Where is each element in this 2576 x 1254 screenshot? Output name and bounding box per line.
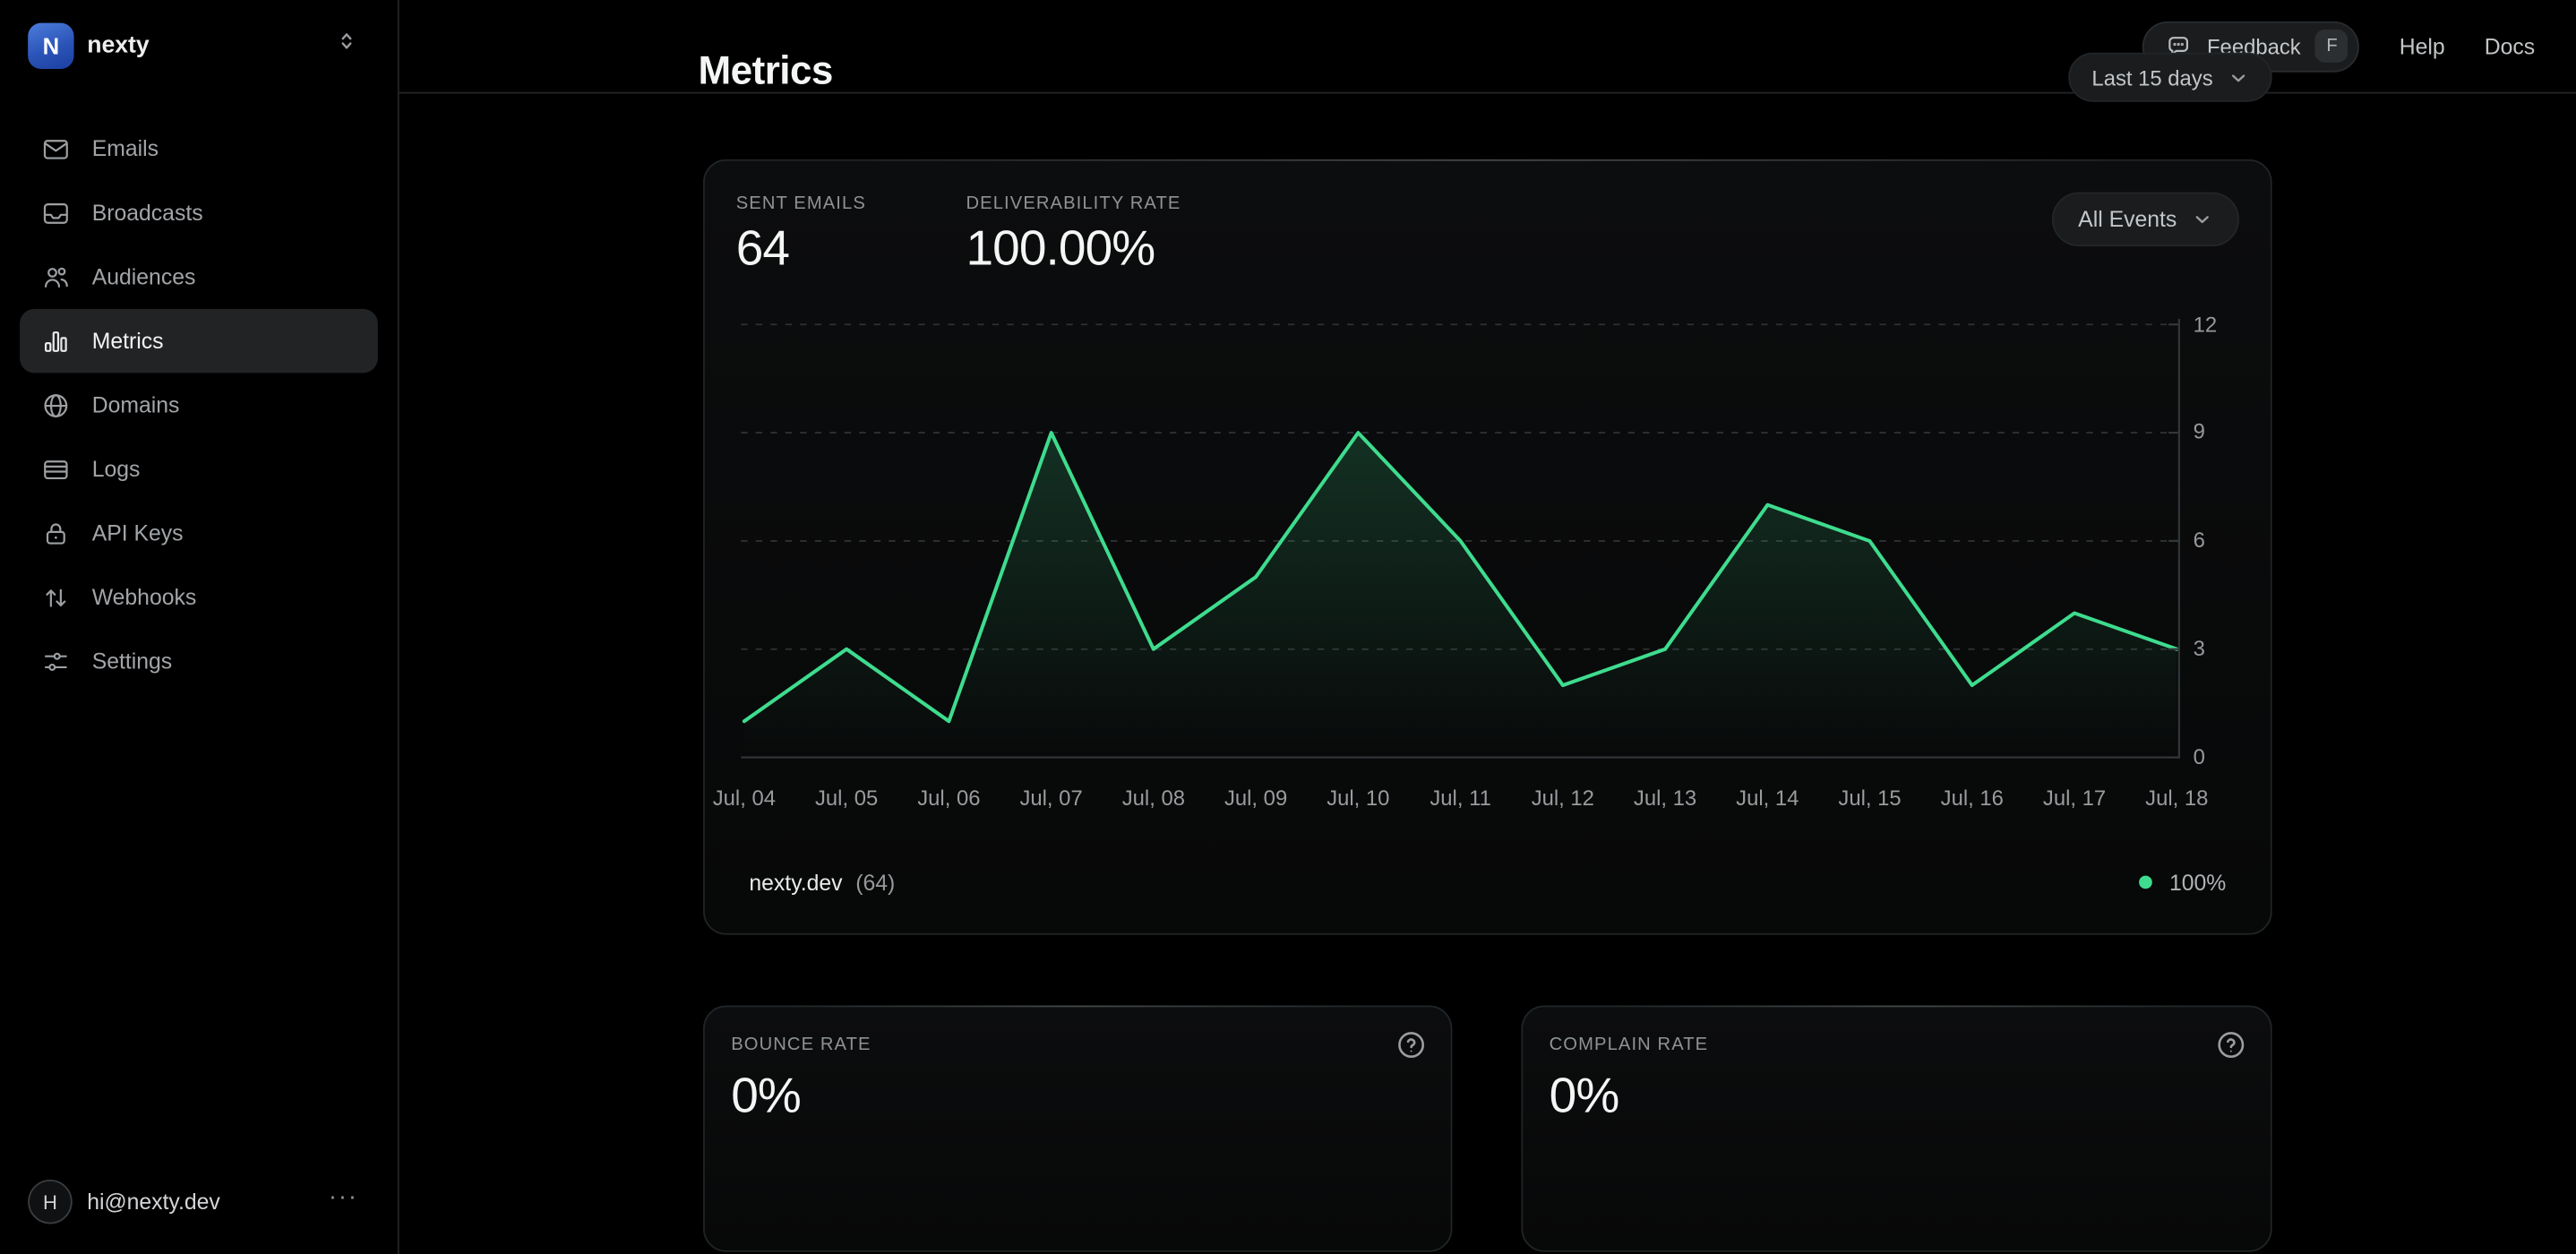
- ellipsis-icon[interactable]: ···: [328, 1182, 358, 1211]
- y-tick-label: 6: [2193, 528, 2205, 553]
- users-icon: [41, 262, 71, 292]
- page-title: Metrics: [698, 49, 834, 94]
- bounce-rate-card: BOUNCE RATE 0%: [703, 1005, 1453, 1252]
- legend-domain: nexty.dev: [749, 870, 843, 895]
- complain-rate-value: 0%: [1549, 1069, 1620, 1124]
- x-tick-label: Jul, 06: [917, 785, 981, 811]
- lock-icon: [41, 519, 71, 548]
- docs-link[interactable]: Docs: [2484, 33, 2536, 59]
- feedback-shortcut-badge: F: [2315, 30, 2348, 63]
- x-tick-label: Jul, 11: [1430, 785, 1491, 811]
- sidebar-item-label: Domains: [91, 392, 180, 417]
- sidebar-nav: Emails Broadcasts Audiences Metrics Domains L…: [20, 116, 378, 693]
- x-tick-label: Jul, 16: [1940, 785, 2004, 811]
- x-tick-label: Jul, 17: [2042, 785, 2107, 811]
- x-tick-label: Jul, 08: [1121, 785, 1185, 811]
- x-tick-label: Jul, 07: [1019, 785, 1083, 811]
- events-filter-value: All Events: [2078, 207, 2177, 232]
- sidebar-item-label: API Keys: [91, 520, 184, 545]
- sidebar-item-domains[interactable]: Domains: [20, 373, 378, 437]
- envelope-icon: [41, 133, 71, 163]
- events-filter-select[interactable]: All Events: [2051, 192, 2239, 247]
- chat-bubble-icon: [2166, 33, 2192, 59]
- user-email: hi@nexty.dev: [87, 1189, 220, 1215]
- x-tick-label: Jul, 05: [814, 785, 879, 811]
- sidebar-item-webhooks[interactable]: Webhooks: [20, 565, 378, 630]
- globe-icon: [41, 391, 71, 420]
- sidebar-item-settings[interactable]: Settings: [20, 629, 378, 693]
- chart-legend: nexty.dev (64) 100%: [749, 864, 2226, 900]
- emails-area-chart[interactable]: [741, 315, 2180, 762]
- complain-rate-label: COMPLAIN RATE: [1549, 1035, 1709, 1055]
- user-menu[interactable]: H hi@nexty.dev ···: [0, 1170, 398, 1235]
- chevron-down-icon: [2228, 66, 2249, 88]
- x-tick-label: Jul, 09: [1224, 785, 1288, 811]
- y-tick-label: 12: [2193, 311, 2218, 337]
- deliverability-label: DELIVERABILITY RATE: [966, 193, 1181, 214]
- sidebar-item-emails[interactable]: Emails: [20, 116, 378, 181]
- date-range-select[interactable]: Last 15 days: [2068, 52, 2272, 102]
- metrics-chart-card: SENT EMAILS 64 DELIVERABILITY RATE 100.0…: [703, 159, 2272, 935]
- x-tick-label: Jul, 14: [1736, 785, 1799, 811]
- sidebar-item-metrics[interactable]: Metrics: [20, 308, 378, 374]
- unfold-chevrons-icon[interactable]: [335, 30, 358, 61]
- sidebar-item-label: Settings: [91, 648, 173, 674]
- sidebar-item-label: Emails: [91, 136, 159, 161]
- chevron-down-icon: [2192, 209, 2213, 230]
- date-range-value: Last 15 days: [2091, 64, 2213, 90]
- help-circle-icon[interactable]: [2214, 1028, 2247, 1061]
- bounce-rate-value: 0%: [731, 1069, 802, 1124]
- sidebar-item-label: Audiences: [91, 264, 196, 289]
- sidebar-item-label: Broadcasts: [91, 200, 203, 226]
- sidebar-item-label: Webhooks: [91, 584, 197, 610]
- y-tick-label: 3: [2193, 636, 2205, 661]
- legend-color-dot: [2139, 875, 2153, 889]
- arrows-up-down-icon: [41, 582, 71, 612]
- y-tick-label: 9: [2193, 419, 2205, 444]
- x-tick-label: Jul, 10: [1327, 785, 1390, 811]
- y-tick-label: 0: [2193, 743, 2205, 769]
- workspace-logo: N: [28, 22, 74, 70]
- workspace-switcher[interactable]: N nexty: [0, 0, 398, 94]
- inbox-icon: [41, 198, 71, 228]
- x-tick-label: Jul, 15: [1838, 785, 1902, 811]
- bar-chart-icon: [41, 326, 71, 356]
- main-area: Feedback F Help Docs Metrics Last 15 day…: [399, 0, 2576, 1254]
- sliders-icon: [41, 647, 71, 676]
- sidebar-item-broadcasts[interactable]: Broadcasts: [20, 181, 378, 245]
- sidebar-item-label: Logs: [91, 456, 141, 482]
- avatar: H: [28, 1179, 73, 1224]
- bounce-rate-label: BOUNCE RATE: [731, 1035, 872, 1055]
- x-tick-label: Jul, 12: [1531, 785, 1594, 811]
- sidebar-item-logs[interactable]: Logs: [20, 437, 378, 502]
- help-circle-icon[interactable]: [1395, 1028, 1428, 1061]
- sidebar-item-label: Metrics: [91, 328, 164, 354]
- x-tick-label: Jul, 04: [712, 785, 777, 811]
- deliverability-value: 100.00%: [966, 221, 1156, 277]
- sidebar-item-audiences[interactable]: Audiences: [20, 245, 378, 309]
- sidebar: N nexty Emails Broadcasts Audiences Metrics…: [0, 0, 399, 1254]
- legend-count: (64): [855, 870, 896, 895]
- legend-rate: 100%: [2168, 870, 2227, 895]
- sent-emails-value: 64: [735, 221, 790, 277]
- help-link[interactable]: Help: [2399, 33, 2445, 59]
- sent-emails-label: SENT EMAILS: [735, 193, 866, 214]
- x-tick-label: Jul, 18: [2145, 785, 2209, 811]
- rows-icon: [41, 454, 71, 484]
- complain-rate-card: COMPLAIN RATE 0%: [1521, 1005, 2272, 1252]
- workspace-name: nexty: [87, 32, 150, 60]
- x-tick-label: Jul, 13: [1633, 785, 1697, 811]
- sidebar-item-api-keys[interactable]: API Keys: [20, 501, 378, 565]
